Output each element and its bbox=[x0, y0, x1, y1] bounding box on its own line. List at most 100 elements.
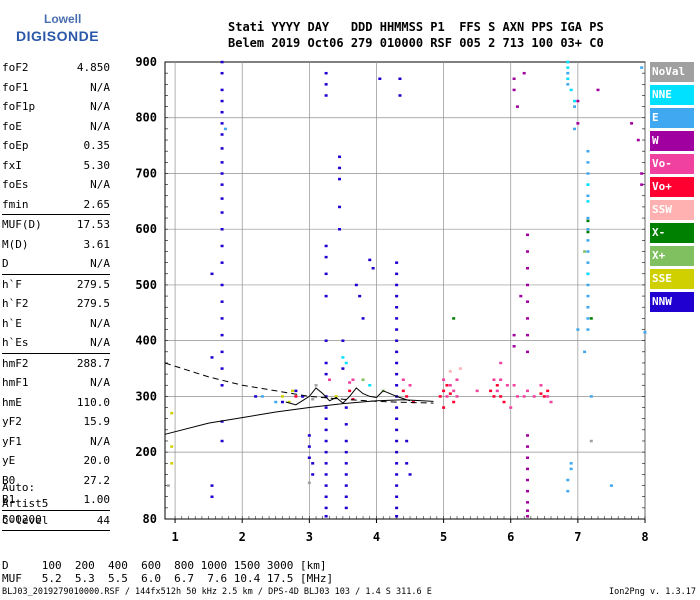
param-key: h`E bbox=[2, 316, 22, 330]
data-point-nne bbox=[566, 60, 570, 64]
data-point-vo- bbox=[455, 395, 459, 398]
data-point-vo- bbox=[327, 378, 331, 381]
data-point-nnw bbox=[344, 423, 348, 426]
data-point-sse bbox=[291, 389, 295, 393]
data-point-nnw bbox=[395, 306, 399, 309]
data-point-nnw bbox=[395, 428, 399, 432]
param-value: N/A bbox=[90, 336, 110, 349]
data-point-nnw bbox=[210, 484, 214, 487]
data-point-sse bbox=[170, 411, 174, 415]
data-point-vo- bbox=[442, 378, 446, 381]
data-point-ssw bbox=[448, 370, 452, 373]
file-info-footer: BLJ03_2019279010000.RSF / 144fx512h 50 k… bbox=[2, 587, 432, 597]
data-point-w bbox=[526, 300, 530, 303]
data-point-e bbox=[566, 478, 570, 482]
data-point-nnw bbox=[220, 161, 224, 164]
data-point-x- bbox=[586, 230, 590, 234]
param-row: hmE 110.0 bbox=[2, 393, 110, 413]
data-point-w bbox=[526, 478, 530, 482]
data-point-e bbox=[223, 127, 227, 131]
data-point-nnw bbox=[341, 339, 345, 342]
data-point-vo- bbox=[499, 378, 503, 381]
data-point-w bbox=[512, 345, 516, 348]
data-point-nnw bbox=[395, 506, 399, 510]
data-point-x- bbox=[452, 317, 456, 320]
data-point-e bbox=[586, 149, 590, 153]
data-point-e bbox=[586, 283, 590, 287]
data-point-nnw bbox=[220, 384, 224, 387]
data-point-nnw bbox=[324, 428, 328, 432]
data-point-nnw bbox=[324, 294, 328, 298]
param-key: h`Es bbox=[2, 336, 29, 349]
data-point-vo- bbox=[452, 400, 456, 404]
plot-frame bbox=[164, 61, 646, 520]
data-point-nnw bbox=[395, 283, 399, 287]
data-point-vo- bbox=[532, 395, 536, 398]
data-point-vo- bbox=[505, 384, 509, 387]
auto-scaling-info: Auto: Artist5 500200 bbox=[2, 481, 49, 526]
y-tick-label: 300 bbox=[135, 389, 157, 403]
param-separator bbox=[2, 273, 110, 275]
data-point-nnw bbox=[324, 255, 328, 259]
data-point-vo- bbox=[411, 400, 415, 404]
data-point-nnw bbox=[210, 356, 214, 359]
data-point-noval bbox=[589, 439, 593, 443]
data-point-nnw bbox=[405, 462, 409, 465]
param-value: 15.9 bbox=[83, 415, 111, 428]
data-point-nnw bbox=[311, 462, 315, 465]
data-point-nnw bbox=[220, 439, 224, 443]
data-point-vo- bbox=[408, 384, 412, 387]
data-point-w bbox=[512, 77, 516, 81]
data-point-sse bbox=[170, 462, 174, 465]
data-point-sse bbox=[170, 445, 174, 448]
data-point-vo- bbox=[526, 389, 530, 393]
param-value: N/A bbox=[90, 80, 110, 94]
data-point-nnw bbox=[324, 450, 328, 454]
param-row: fxI 5.30 bbox=[2, 156, 110, 176]
data-point-nne bbox=[586, 272, 590, 276]
y-tick-label: 900 bbox=[135, 55, 157, 69]
x-tick-label: 6 bbox=[507, 530, 514, 544]
data-point-nnw bbox=[395, 473, 399, 476]
trace-line bbox=[285, 387, 411, 406]
data-point-e bbox=[569, 462, 573, 465]
param-separator bbox=[2, 530, 110, 531]
data-point-x- bbox=[586, 219, 590, 223]
data-point-nnw bbox=[220, 71, 224, 75]
param-row: MUF(D) 17.53 bbox=[2, 215, 110, 235]
data-point-noval bbox=[307, 481, 311, 485]
data-point-vo- bbox=[495, 389, 499, 393]
data-point-w bbox=[526, 456, 530, 459]
data-point-e bbox=[576, 328, 580, 331]
param-row: h`Es N/A bbox=[2, 333, 110, 353]
station-header: Stati YYYY DAY DDD HHMMSS P1 FFS S AXN P… bbox=[228, 19, 604, 51]
data-point-w bbox=[596, 88, 600, 92]
data-point-w bbox=[526, 250, 530, 253]
param-key: foF1p bbox=[2, 100, 36, 113]
data-point-vo- bbox=[489, 389, 493, 393]
data-point-nnw bbox=[395, 272, 399, 276]
data-point-nnw bbox=[395, 350, 399, 354]
legend-item-nnw: NNW bbox=[650, 292, 694, 312]
param-row: foF1p N/A bbox=[2, 97, 110, 117]
data-point-vo- bbox=[348, 389, 352, 393]
data-point-nnw bbox=[395, 317, 399, 320]
param-value: 17.53 bbox=[76, 218, 110, 231]
data-point-nnw bbox=[220, 133, 224, 136]
data-point-e bbox=[566, 83, 570, 86]
data-point-e bbox=[586, 239, 590, 242]
data-point-e bbox=[573, 127, 577, 131]
param-row: h`F2 279.5 bbox=[2, 294, 110, 314]
data-point-nnw bbox=[378, 77, 382, 81]
param-value: N/A bbox=[90, 316, 110, 330]
data-point-nnw bbox=[324, 71, 328, 75]
param-row: foE N/A bbox=[2, 117, 110, 137]
param-value: 2.65 bbox=[83, 197, 111, 211]
data-point-nnw bbox=[220, 183, 224, 186]
data-point-vo- bbox=[502, 400, 506, 404]
data-point-nnw bbox=[311, 473, 315, 476]
data-point-nnw bbox=[220, 211, 224, 214]
data-point-nne bbox=[368, 384, 372, 387]
param-key: fxI bbox=[2, 158, 22, 172]
